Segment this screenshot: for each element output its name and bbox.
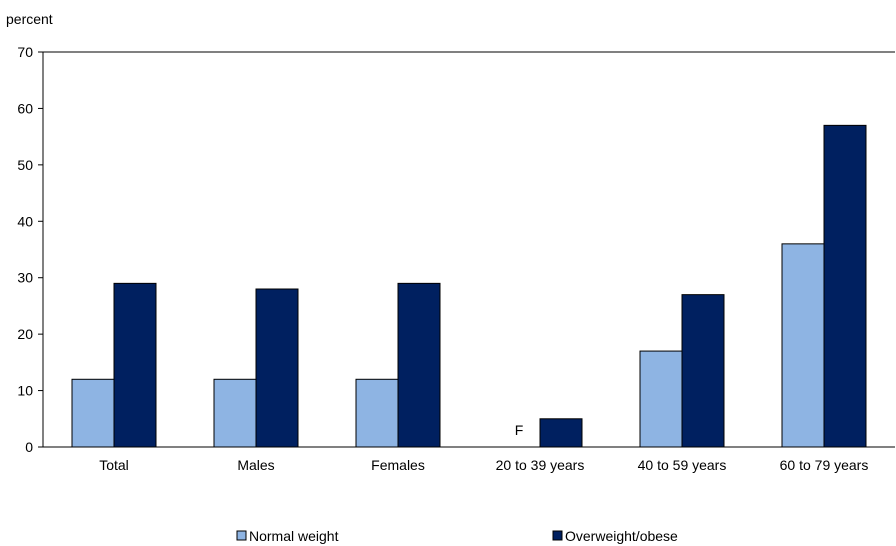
x-axis-category-labels: Total Males Females 20 to 39 years 40 to 59 … bbox=[99, 457, 868, 473]
bar-normal-weight bbox=[355, 378, 399, 448]
legend-label: Normal weight bbox=[249, 528, 339, 544]
bar-normal-weight bbox=[639, 350, 683, 448]
y-axis-unit-label: percent bbox=[6, 11, 53, 27]
bar-overweight-obese bbox=[823, 124, 867, 448]
bar-normal-weight bbox=[71, 378, 115, 448]
bar-normal-weight bbox=[781, 243, 825, 448]
legend-swatch bbox=[552, 530, 563, 541]
legend-label: Overweight/obese bbox=[565, 528, 678, 544]
axes bbox=[42, 51, 895, 448]
x-category-label: Males bbox=[237, 457, 274, 473]
bar-overweight-obese bbox=[539, 418, 583, 448]
bars: F bbox=[71, 124, 867, 448]
bar-overweight-obese bbox=[397, 282, 441, 448]
y-tick-label: 20 bbox=[17, 326, 33, 342]
y-axis-ticks: 0 10 20 30 40 50 60 70 bbox=[17, 44, 43, 455]
legend-swatch bbox=[236, 530, 247, 541]
x-category-label: Females bbox=[371, 457, 425, 473]
y-tick-label: 50 bbox=[17, 157, 33, 173]
bar-overweight-obese bbox=[255, 288, 299, 448]
x-category-label: 40 to 59 years bbox=[638, 457, 727, 473]
x-category-label: Total bbox=[99, 457, 129, 473]
bar-annotation: F bbox=[515, 422, 524, 438]
y-tick-label: 0 bbox=[25, 439, 33, 455]
bar-normal-weight bbox=[213, 378, 257, 448]
y-tick-label: 60 bbox=[17, 100, 33, 116]
x-category-label: 20 to 39 years bbox=[496, 457, 585, 473]
legend: Normal weight Overweight/obese bbox=[236, 528, 678, 544]
y-tick-label: 40 bbox=[17, 213, 33, 229]
y-tick-label: 10 bbox=[17, 383, 33, 399]
x-category-label: 60 to 79 years bbox=[780, 457, 869, 473]
y-tick-label: 70 bbox=[17, 44, 33, 60]
bar-overweight-obese bbox=[113, 282, 157, 448]
bar-overweight-obese bbox=[681, 294, 725, 448]
y-tick-label: 30 bbox=[17, 270, 33, 286]
